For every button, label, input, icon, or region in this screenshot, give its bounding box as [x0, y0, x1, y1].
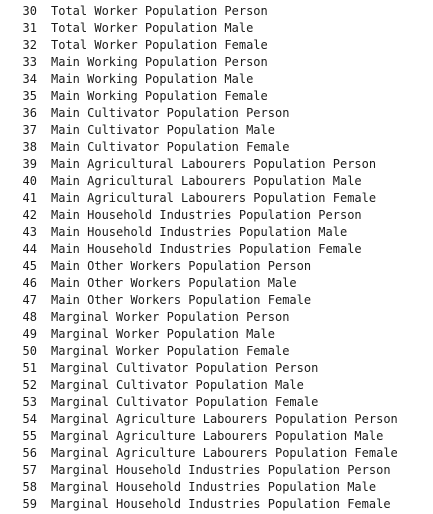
row-value: Marginal Worker Population Person — [51, 310, 290, 324]
row-value: Marginal Worker Population Male — [51, 327, 275, 341]
output-row: 48 Marginal Worker Population Person — [0, 309, 433, 326]
row-value: Total Worker Population Person — [51, 4, 268, 18]
output-row: 55 Marginal Agriculture Labourers Populat… — [0, 428, 433, 445]
output-row: 37 Main Cultivator Population Male — [0, 122, 433, 139]
row-value: Marginal Household Industries Population… — [51, 480, 377, 494]
output-row: 31 Total Worker Population Male — [0, 20, 433, 37]
row-value: Marginal Worker Population Female — [51, 344, 290, 358]
row-index: 42 — [22, 208, 37, 222]
row-index: 56 — [22, 446, 37, 460]
row-index: 38 — [22, 140, 37, 154]
row-value: Main Cultivator Population Male — [51, 123, 275, 137]
output-row: 38 Main Cultivator Population Female — [0, 139, 433, 156]
row-value: Main Household Industries Population Mal… — [51, 225, 348, 239]
row-index: 30 — [22, 4, 37, 18]
row-index: 55 — [22, 429, 37, 443]
row-value: Main Agricultural Labourers Population M… — [51, 174, 362, 188]
row-value: Main Working Population Female — [51, 89, 268, 103]
output-row: 52 Marginal Cultivator Population Male — [0, 377, 433, 394]
output-row: 32 Total Worker Population Female — [0, 37, 433, 54]
output-row: 41 Main Agricultural Labourers Population… — [0, 190, 433, 207]
row-value: Main Agricultural Labourers Population F… — [51, 191, 377, 205]
output-row: 36 Main Cultivator Population Person — [0, 105, 433, 122]
row-index: 47 — [22, 293, 37, 307]
row-index: 33 — [22, 55, 37, 69]
row-value: Main Household Industries Population Fem… — [51, 242, 362, 256]
row-index: 36 — [22, 106, 37, 120]
output-row: 53 Marginal Cultivator Population Female — [0, 394, 433, 411]
row-value: Main Other Workers Population Male — [51, 276, 297, 290]
row-index: 52 — [22, 378, 37, 392]
output-row: 35 Main Working Population Female — [0, 88, 433, 105]
row-value: Main Cultivator Population Person — [51, 106, 290, 120]
row-value: Total Worker Population Male — [51, 21, 254, 35]
row-index: 53 — [22, 395, 37, 409]
output-row: 50 Marginal Worker Population Female — [0, 343, 433, 360]
output-row: 33 Main Working Population Person — [0, 54, 433, 71]
output-row: 47 Main Other Workers Population Female — [0, 292, 433, 309]
output-row: 40 Main Agricultural Labourers Population… — [0, 173, 433, 190]
row-index: 39 — [22, 157, 37, 171]
output-row: 43 Main Household Industries Population M… — [0, 224, 433, 241]
row-value: Main Working Population Person — [51, 55, 268, 69]
output-row: 44 Main Household Industries Population F… — [0, 241, 433, 258]
row-index: 32 — [22, 38, 37, 52]
output-row: 51 Marginal Cultivator Population Person — [0, 360, 433, 377]
row-value: Main Agricultural Labourers Population P… — [51, 157, 377, 171]
row-index: 35 — [22, 89, 37, 103]
row-index: 49 — [22, 327, 37, 341]
row-value: Marginal Household Industries Population… — [51, 497, 391, 511]
row-index: 48 — [22, 310, 37, 324]
row-value: Marginal Cultivator Population Person — [51, 361, 319, 375]
row-value: Marginal Household Industries Population… — [51, 463, 391, 477]
row-index: 40 — [22, 174, 37, 188]
row-index: 54 — [22, 412, 37, 426]
output-row: 56 Marginal Agriculture Labourers Populat… — [0, 445, 433, 462]
row-value: Marginal Cultivator Population Male — [51, 378, 304, 392]
row-value: Total Worker Population Female — [51, 38, 268, 52]
row-index: 37 — [22, 123, 37, 137]
output-row: 57 Marginal Household Industries Populati… — [0, 462, 433, 479]
row-index: 57 — [22, 463, 37, 477]
output-row: 30 Total Worker Population Person — [0, 3, 433, 20]
row-index: 58 — [22, 480, 37, 494]
row-value: Main Other Workers Population Person — [51, 259, 312, 273]
output-row: 45 Main Other Workers Population Person — [0, 258, 433, 275]
output-row: 34 Main Working Population Male — [0, 71, 433, 88]
row-index: 31 — [22, 21, 37, 35]
row-value: Main Other Workers Population Female — [51, 293, 312, 307]
row-value: Marginal Agriculture Labourers Populatio… — [51, 429, 384, 443]
output-row: 42 Main Household Industries Population P… — [0, 207, 433, 224]
output-row: 58 Marginal Household Industries Populati… — [0, 479, 433, 496]
row-value: Marginal Agriculture Labourers Populatio… — [51, 412, 398, 426]
output-row: 54 Marginal Agriculture Labourers Populat… — [0, 411, 433, 428]
series-output: 30 Total Worker Population Person 31 Total … — [0, 3, 433, 513]
row-value: Main Cultivator Population Female — [51, 140, 290, 154]
output-row: 49 Marginal Worker Population Male — [0, 326, 433, 343]
row-value: Marginal Cultivator Population Female — [51, 395, 319, 409]
row-index: 46 — [22, 276, 37, 290]
row-index: 50 — [22, 344, 37, 358]
row-value: Marginal Agriculture Labourers Populatio… — [51, 446, 398, 460]
row-index: 44 — [22, 242, 37, 256]
row-index: 51 — [22, 361, 37, 375]
output-row: 46 Main Other Workers Population Male — [0, 275, 433, 292]
row-index: 45 — [22, 259, 37, 273]
output-row: 59 Marginal Household Industries Populati… — [0, 496, 433, 513]
row-value: Main Household Industries Population Per… — [51, 208, 362, 222]
output-row: 39 Main Agricultural Labourers Population… — [0, 156, 433, 173]
row-index: 34 — [22, 72, 37, 86]
row-index: 59 — [22, 497, 37, 511]
row-index: 41 — [22, 191, 37, 205]
row-index: 43 — [22, 225, 37, 239]
row-value: Main Working Population Male — [51, 72, 254, 86]
